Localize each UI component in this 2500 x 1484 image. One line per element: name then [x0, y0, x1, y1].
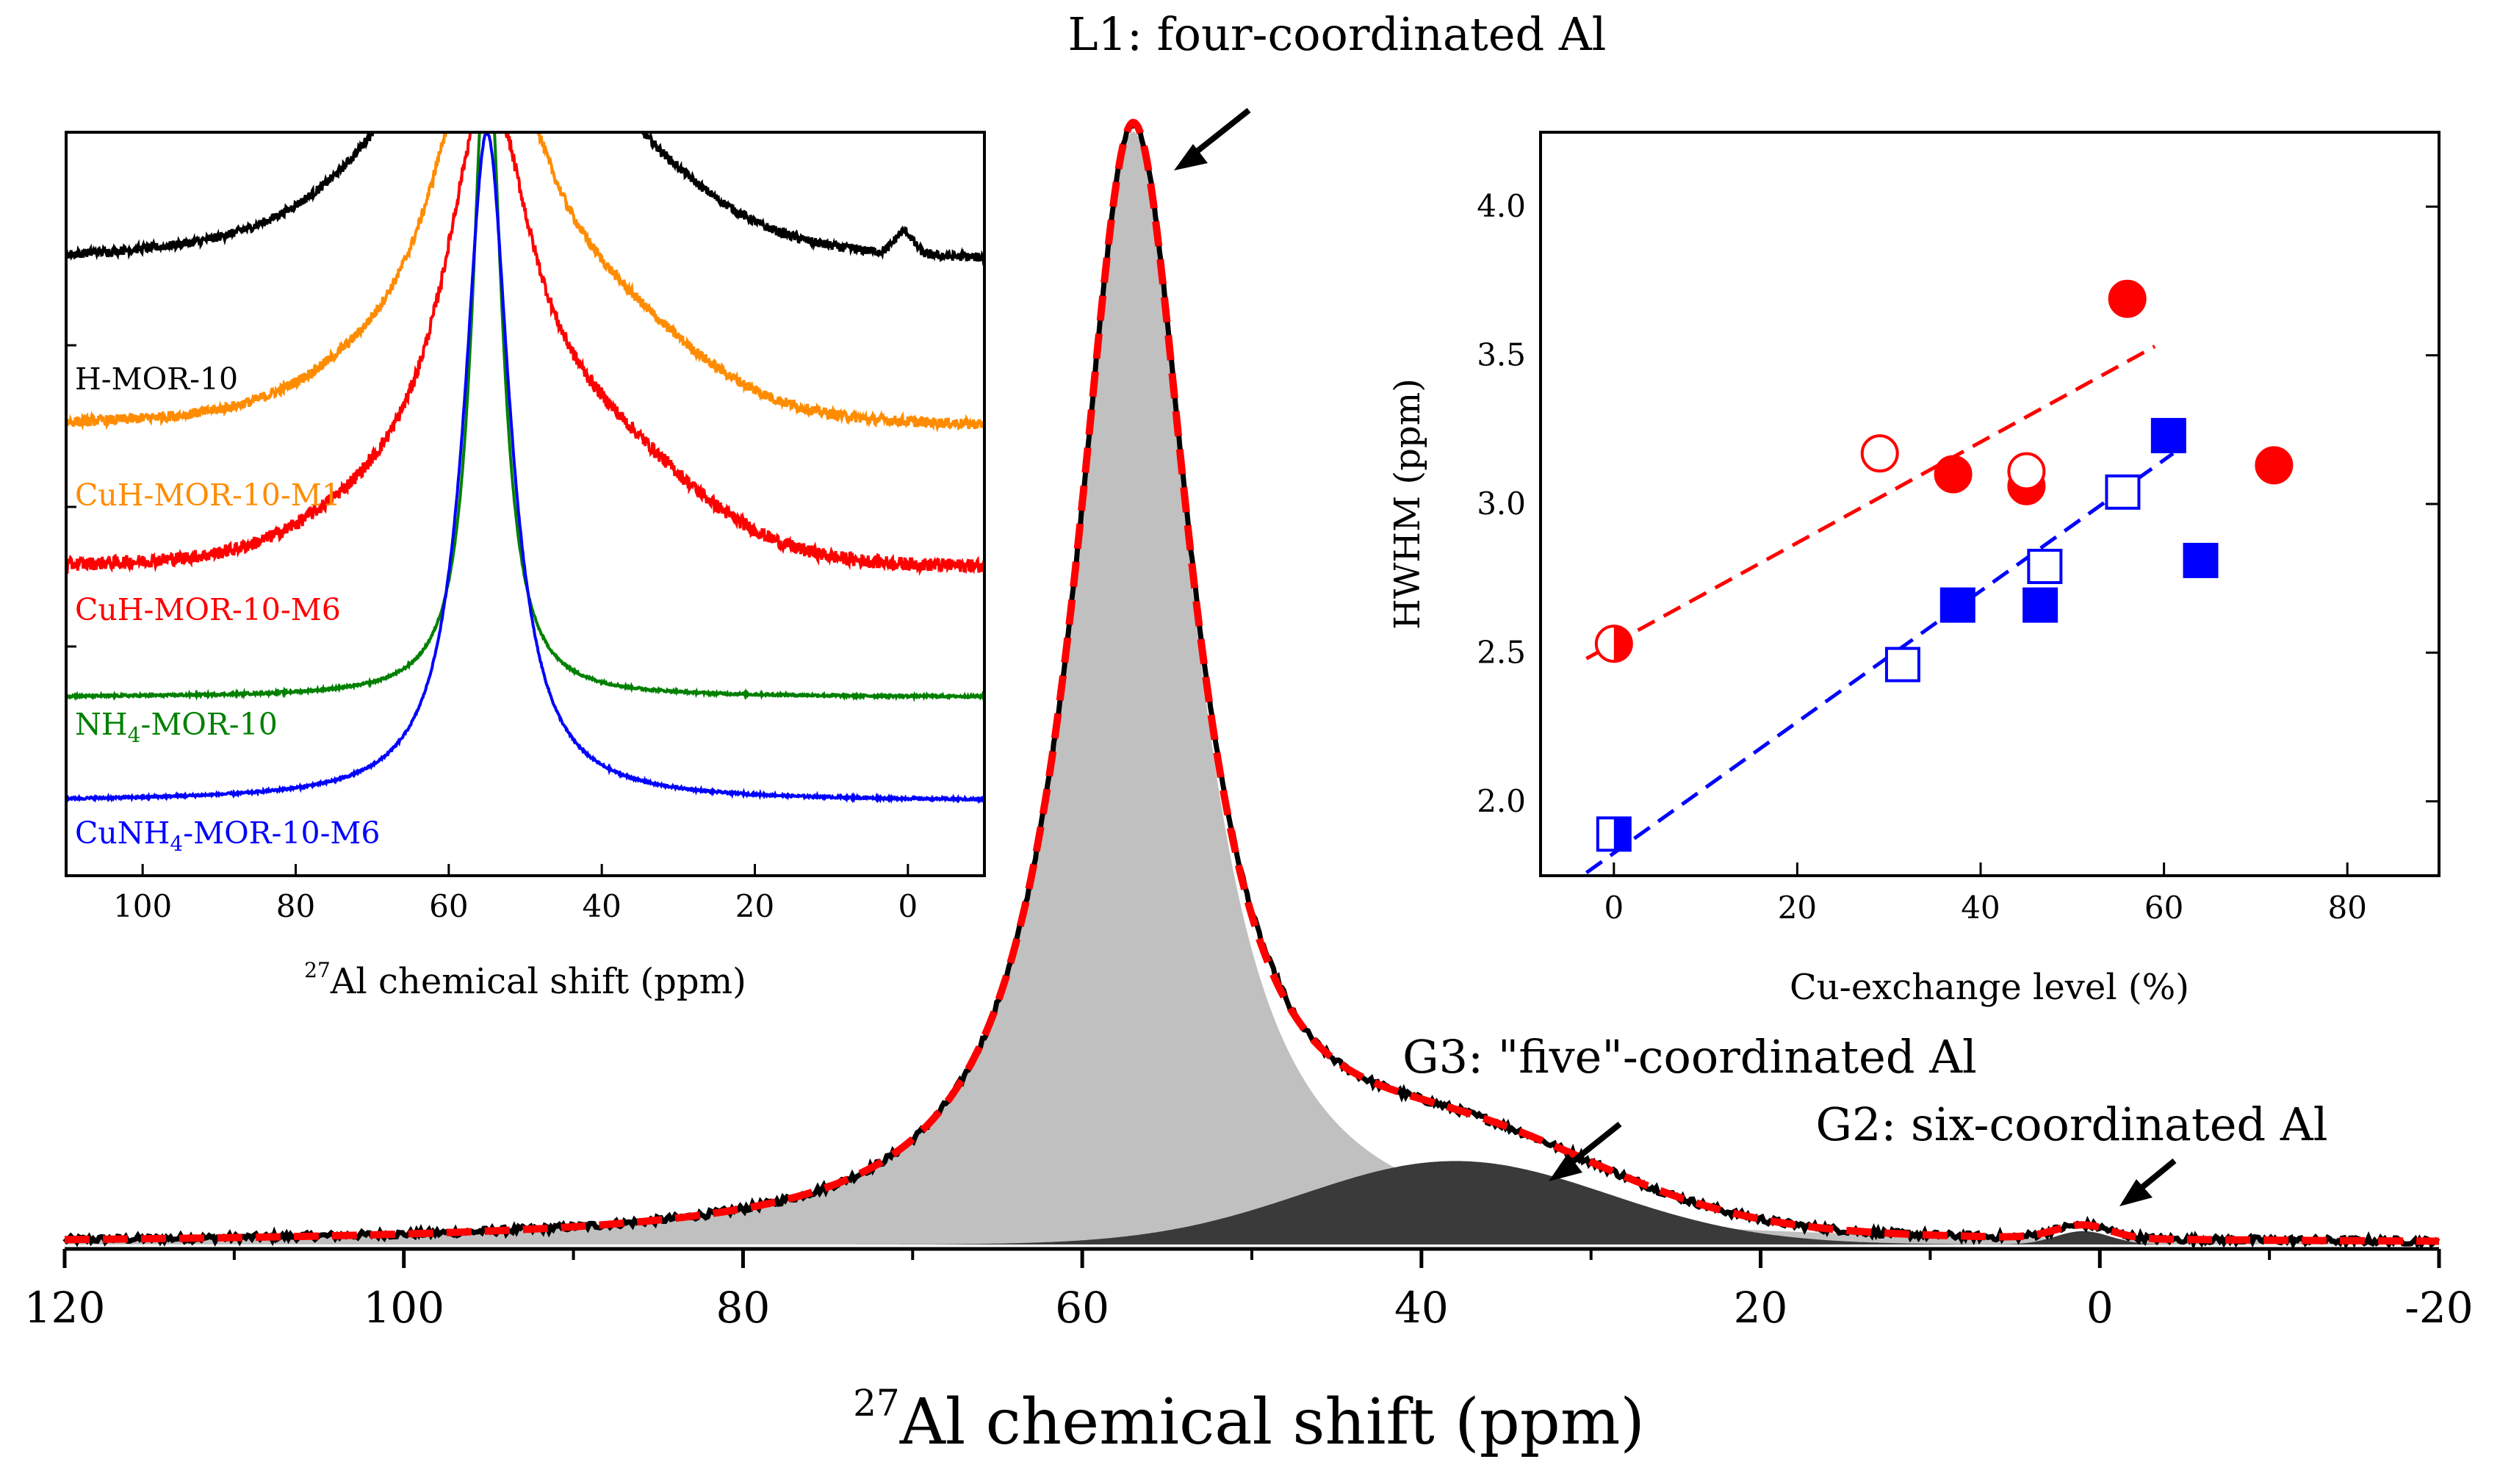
hwhm-y-tick-label: 3.0 [1477, 486, 1526, 522]
spec-label-cuh-m6: CuH-MOR-10-M6 [75, 592, 341, 627]
annotation-l1-arrow [1186, 107, 1251, 161]
inset-hwhm-points [1594, 279, 2294, 852]
spec-label-nh4-main: NH [75, 707, 128, 742]
spec-label-cunh4-rest: -MOR-10-M6 [183, 815, 380, 851]
inset-hwhm-trendlines [1585, 345, 2175, 874]
main-tick-label: 80 [716, 1283, 771, 1333]
inset-spectra-x-label: 27Al chemical shift (ppm) [304, 958, 746, 1002]
scatter-point-square [2105, 474, 2141, 510]
hwhm-x-tick-label: 40 [1961, 890, 2000, 926]
scatter-point-square [2027, 549, 2063, 585]
inset-spectra: 100 80 60 40 20 0 H-MOR-10 CuH-MOR-10-M1 CuH-… [65, 131, 986, 1002]
spec-label-cunh4-main: CuNH [75, 815, 170, 851]
scatter-point-square [1884, 646, 1920, 682]
scatter-point-square [2150, 417, 2186, 453]
trendline-0 [1585, 345, 2156, 660]
inset-spectra-bg [66, 132, 984, 876]
main-x-ticks: 120 100 80 60 40 20 0 -20 [24, 1249, 2474, 1333]
main-x-axis-label-sup: 27 [853, 1382, 900, 1424]
annotation-g3: G3: "five"-coordinated Al [1402, 1030, 1977, 1084]
hwhm-x-tick-label: 60 [2144, 890, 2183, 926]
scatter-point-square [1939, 587, 1975, 623]
spectrum-1 [66, 132, 984, 433]
scatter-point-circle [2255, 446, 2294, 485]
spec-label-nh4: NH4-MOR-10 [75, 707, 278, 747]
spec-tick-label: 80 [276, 888, 315, 924]
hwhm-y-tick-label: 4.0 [1477, 188, 1526, 224]
spec-label-cuh-m1: CuH-MOR-10-M1 [75, 478, 341, 513]
spec-tick-label: 60 [429, 888, 468, 924]
scatter-point-circle [1934, 455, 1973, 494]
inset-spectra-x-label-sup: 27 [304, 958, 331, 982]
annotation-l1-arrowhead [1174, 144, 1208, 170]
component-g3-area [65, 1161, 2439, 1245]
series-fit [65, 118, 2439, 1245]
spec-label-h-mor: H-MOR-10 [75, 361, 238, 397]
inset-spectra-labels: H-MOR-10 CuH-MOR-10-M1 CuH-MOR-10-M6 NH4… [75, 361, 381, 856]
annotation-g3-arrowhead [1549, 1153, 1582, 1181]
main-x-axis-label: 27Al chemical shift (ppm) [853, 1382, 1645, 1459]
spectrum-4 [66, 132, 984, 804]
inset-spectra-ticks: 100 80 60 40 20 0 [66, 344, 918, 924]
scatter-point-square-half-fill [1613, 818, 1630, 851]
scatter-point-circle [2108, 279, 2147, 318]
component-l1-area [65, 132, 2439, 1245]
main-tick-label: 100 [363, 1283, 444, 1333]
spec-label-cunh4-sub: 4 [170, 832, 183, 856]
inset-spectra-frame [65, 131, 986, 877]
hwhm-y-tick-label: 3.5 [1477, 337, 1526, 373]
main-tick-label: 20 [1734, 1283, 1788, 1333]
annotation-g3-arrow [1563, 1121, 1622, 1171]
annotation-g2: G2: six-coordinated Al [1815, 1098, 2327, 1151]
main-tick-label: 120 [24, 1283, 106, 1333]
main-tick-label: -20 [2404, 1283, 2473, 1333]
hwhm-x-tick-label: 80 [2327, 890, 2366, 926]
main-plot: 120 100 80 60 40 20 0 -20 27Al chemical shift (… [24, 7, 2474, 1459]
inset-spectra-lines [66, 132, 984, 804]
trendline-1 [1585, 452, 2175, 874]
inset-hwhm-y-label: HWHM (ppm) [1387, 378, 1428, 630]
inset-hwhm-ticks: 0 20 40 60 80 2.0 2.5 3.0 3.5 4.0 [1477, 188, 2439, 926]
main-tick-label: 40 [1394, 1283, 1449, 1333]
scatter-point-circle [1860, 434, 1899, 473]
annotation-g2-arrowhead [2119, 1179, 2153, 1206]
spec-tick-label: 40 [582, 888, 621, 924]
spec-label-nh4-rest: -MOR-10 [140, 707, 277, 742]
spec-tick-label: 0 [898, 888, 918, 924]
main-tick-label: 60 [1055, 1283, 1109, 1333]
spec-tick-label: 20 [735, 888, 774, 924]
spec-label-cunh4: CuNH4-MOR-10-M6 [75, 815, 381, 856]
spec-tick-label: 100 [113, 888, 172, 924]
main-x-axis-label-text: Al chemical shift (ppm) [899, 1386, 1645, 1459]
scatter-point-circle [2007, 452, 2046, 491]
main-tick-label: 0 [2086, 1283, 2114, 1333]
scatter-point-square [2022, 587, 2058, 623]
spectrum-2 [66, 132, 984, 576]
main-line-layer [62, 118, 2440, 1250]
inset-hwhm: 0 20 40 60 80 2.0 2.5 3.0 3.5 4.0 Cu-exchange lev… [1387, 131, 2440, 1008]
hwhm-y-tick-label: 2.0 [1477, 783, 1526, 819]
spectrum-0 [66, 132, 984, 266]
hwhm-y-tick-label: 2.5 [1477, 634, 1526, 670]
scatter-point-square [2183, 542, 2219, 578]
hwhm-x-tick-label: 0 [1604, 890, 1624, 926]
inset-hwhm-x-label: Cu-exchange level (%) [1790, 967, 2189, 1008]
main-fill-layer [65, 132, 2439, 1245]
spec-label-nh4-sub: 4 [128, 723, 141, 747]
inset-hwhm-frame [1539, 131, 2440, 877]
scatter-point-circle-half-fill [1613, 626, 1632, 662]
hwhm-x-tick-label: 20 [1778, 890, 1817, 926]
inset-spectra-x-label-text: Al chemical shift (ppm) [330, 961, 746, 1002]
annotation-l1: L1: four-coordinated Al [1067, 7, 1606, 61]
